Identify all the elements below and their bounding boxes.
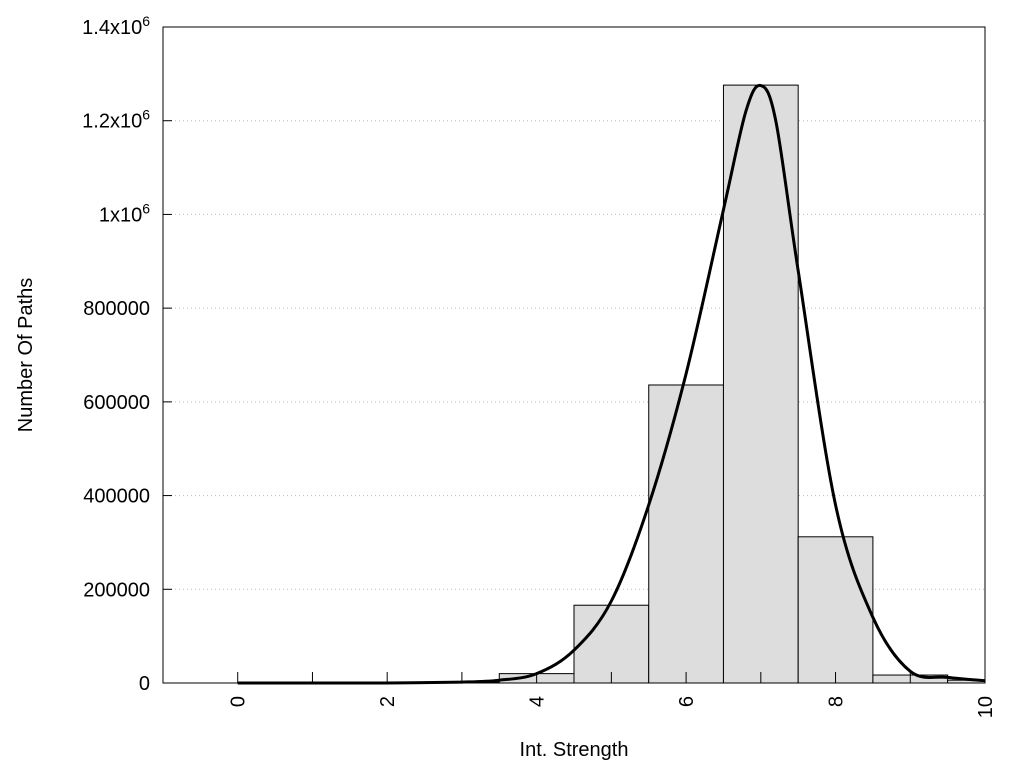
- x-tick-label: 0: [228, 696, 250, 707]
- y-tick-label: 800000: [83, 298, 150, 320]
- y-tick-label: 400000: [83, 486, 150, 508]
- gridlines: [163, 120, 985, 590]
- bars: [237, 84, 986, 684]
- y-tick-label: 0: [139, 673, 150, 695]
- y-axis-title: Number Of Paths: [15, 278, 37, 433]
- y-axis-ticks: 0 200000 400000 600000 800000 1x106 1.2x106 1.4…: [82, 13, 172, 695]
- y-tick-label: 600000: [83, 392, 150, 414]
- x-tick-label: 4: [527, 696, 549, 707]
- y-tick-label: 1.4x106: [82, 13, 150, 39]
- x-axis-title: Int. Strength: [520, 739, 629, 761]
- x-tick-label: 2: [377, 696, 399, 707]
- bar: [797, 536, 874, 684]
- bar: [722, 84, 799, 684]
- bar: [648, 384, 724, 684]
- fit-curve: [237, 83, 986, 685]
- x-axis-ticks: 0 2 4 6 8 10: [228, 672, 997, 718]
- bar: [573, 604, 650, 684]
- y-tick-label: 1.2x106: [82, 107, 150, 133]
- y-tick-label: 200000: [83, 579, 150, 601]
- x-tick-label: 10: [975, 696, 997, 718]
- y-tick-label: 1x106: [99, 200, 150, 226]
- x-tick-label: 8: [826, 696, 848, 707]
- plot-frame: [162, 26, 986, 684]
- x-tick-label: 6: [676, 696, 698, 707]
